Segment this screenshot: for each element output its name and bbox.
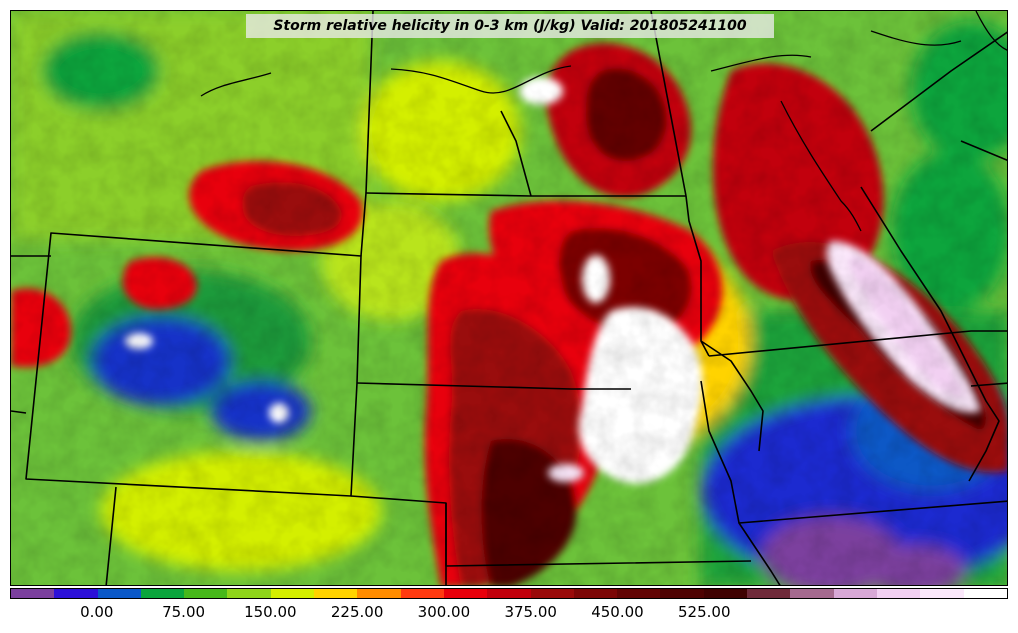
colorbar-segment	[184, 589, 228, 598]
colorbar-segment	[270, 589, 315, 598]
colorbar-segment	[400, 589, 444, 598]
colorbar-segment	[227, 589, 271, 598]
colorbar-segment	[617, 589, 661, 598]
map-title: Storm relative helicity in 0-3 km (J/kg)…	[246, 14, 774, 38]
colorbar-segment	[573, 589, 618, 598]
colorbar-tick-label: 0.00	[80, 603, 114, 621]
state-boundaries	[11, 11, 1007, 585]
colorbar-ticks: 0.00 75.00 150.00 225.00 300.00 375.00 450.00 5…	[10, 601, 1008, 625]
colorbar-tick-label: 225.00	[330, 603, 384, 621]
colorbar-segment	[140, 589, 185, 598]
colorbar-tick-label: 75.00	[162, 603, 206, 621]
colorbar-segment	[530, 589, 574, 598]
colorbar-segment	[97, 589, 141, 598]
colorbar-tick-label: 525.00	[678, 603, 731, 621]
colorbar-segment	[443, 589, 488, 598]
colorbar-segment	[920, 589, 964, 598]
colorbar	[10, 588, 1008, 599]
colorbar-tick-label: 450.00	[591, 603, 644, 621]
field-texture	[11, 11, 1007, 585]
colorbar-segment	[963, 589, 1007, 598]
colorbar-tick-label: 300.00	[417, 603, 471, 621]
colorbar-segment	[747, 589, 791, 598]
colorbar-segment	[790, 589, 834, 598]
colorbar-segment	[703, 589, 748, 598]
colorbar-tick-label: 375.00	[504, 603, 557, 621]
colorbar-segment	[357, 589, 401, 598]
colorbar-tick-label: 150.00	[244, 603, 297, 621]
coastlines	[200, 11, 1007, 232]
colorbar-segment	[314, 589, 358, 598]
colorbar-segment	[11, 589, 55, 598]
helicity-field	[11, 11, 1007, 585]
helicity-map	[10, 10, 1008, 586]
colorbar-segment	[833, 589, 877, 598]
colorbar-segment	[876, 589, 921, 598]
colorbar-segment	[660, 589, 704, 598]
colorbar-segment	[487, 589, 531, 598]
colorbar-segment	[54, 589, 98, 598]
